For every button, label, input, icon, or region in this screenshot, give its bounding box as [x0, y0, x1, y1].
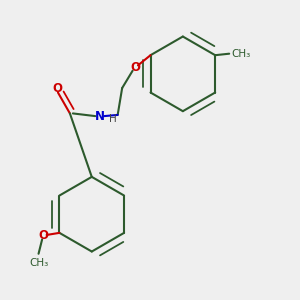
Text: O: O: [38, 230, 48, 242]
Text: O: O: [130, 61, 141, 74]
Text: CH₃: CH₃: [29, 258, 48, 268]
Text: N: N: [95, 110, 105, 123]
Text: O: O: [52, 82, 62, 94]
Text: CH₃: CH₃: [232, 49, 251, 59]
Text: H: H: [109, 114, 116, 124]
